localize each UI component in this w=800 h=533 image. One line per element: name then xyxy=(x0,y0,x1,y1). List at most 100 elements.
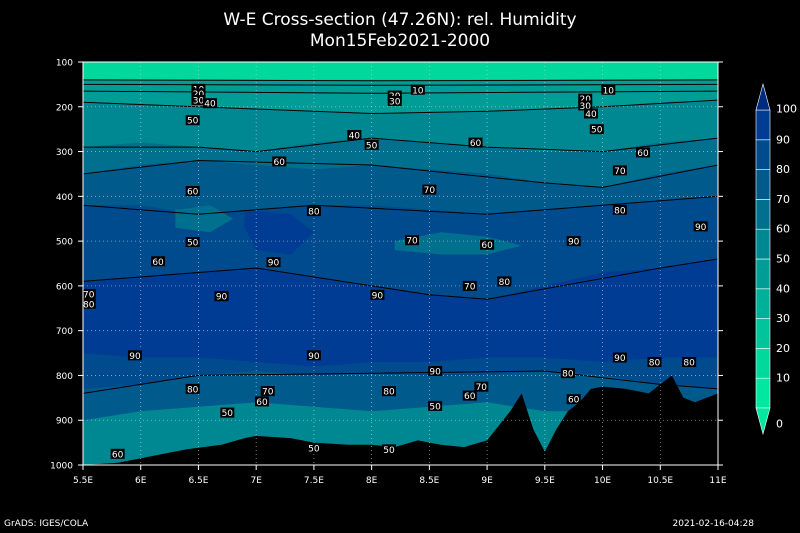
contour-label: 80 xyxy=(83,300,95,310)
contour-label-bg xyxy=(560,368,575,379)
contour-label-bg xyxy=(214,291,229,302)
contour-label: 80 xyxy=(308,208,320,218)
x-tick-label: 10E xyxy=(594,476,611,486)
contour-label: 70 xyxy=(424,186,436,196)
x-tick-label: 8E xyxy=(366,476,378,486)
colorbar-segment-0 xyxy=(755,377,771,409)
chart-subtitle: Mon15Feb2021-2000 xyxy=(309,31,491,51)
contour-label-bg xyxy=(612,352,627,363)
contour-label-bg xyxy=(578,93,593,104)
y-tick-label: 1000 xyxy=(50,462,73,472)
contour-label: 90 xyxy=(695,223,707,233)
y-tick-label: 100 xyxy=(56,59,73,69)
contour-label-bg xyxy=(480,239,495,250)
contour-label: 30 xyxy=(580,102,592,112)
contour-label-bg xyxy=(127,350,142,361)
contour-line-20-1 xyxy=(83,83,718,86)
contour-label: 60 xyxy=(152,258,164,268)
contour-label-bg xyxy=(474,381,489,392)
contour-label: 90 xyxy=(308,352,320,362)
y-tick-label: 200 xyxy=(56,103,73,113)
contour-label-bg xyxy=(387,90,402,101)
contour-label-bg xyxy=(185,185,200,196)
x-tick-label: 6.5E xyxy=(188,476,208,486)
contour-label: 80 xyxy=(649,359,661,369)
contour-label: 70 xyxy=(406,237,418,247)
contour-label-bg xyxy=(462,280,477,291)
contour-label-bg xyxy=(185,115,200,126)
contour-label: 70 xyxy=(476,383,488,393)
contour-label: 80 xyxy=(614,206,626,216)
contour-label: 70 xyxy=(262,388,274,398)
contour-label: 90 xyxy=(614,354,626,364)
contour-label-bg xyxy=(410,84,425,95)
contour-label-bg xyxy=(191,95,206,106)
contour-label: 50 xyxy=(187,239,199,249)
contour-line-90-8 xyxy=(83,258,718,300)
y-tick-label: 700 xyxy=(56,327,73,337)
colorbar-label: 80 xyxy=(776,163,790,176)
y-tick-label: 300 xyxy=(56,148,73,158)
contour-label: 60 xyxy=(481,241,493,251)
contour-label: 60 xyxy=(112,450,124,460)
contour-label-bg xyxy=(81,298,96,309)
contour-label: 90 xyxy=(568,238,580,248)
contour-label-bg xyxy=(191,88,206,99)
contour-label: 80 xyxy=(187,385,199,395)
contour-label-bg xyxy=(566,394,581,405)
contour-label: 90 xyxy=(372,291,384,301)
contour-label-bg xyxy=(151,256,166,267)
colorbar-top-arrow xyxy=(755,82,771,111)
contour-label: 50 xyxy=(187,117,199,127)
colorbar-bottom-arrow xyxy=(755,407,771,436)
contour-label-bg xyxy=(306,442,321,453)
contour-label-bg xyxy=(682,357,697,368)
colorbar-segment-40 xyxy=(755,258,771,290)
contour-label: 60 xyxy=(568,396,580,406)
contour-label: 40 xyxy=(585,110,597,120)
x-tick-label: 11E xyxy=(709,476,726,486)
contour-label: 10 xyxy=(412,86,424,96)
contour-label-bg xyxy=(381,444,396,455)
contour-label-bg xyxy=(497,276,512,287)
contour-label-bg xyxy=(405,235,420,246)
x-tick-label: 7E xyxy=(250,476,262,486)
colorbar-label: 40 xyxy=(776,282,790,295)
contour-label: 60 xyxy=(637,149,649,159)
contour-label-bg xyxy=(260,386,275,397)
terrain-mask xyxy=(83,375,718,465)
contour-label: 90 xyxy=(216,293,228,303)
contour-label: 70 xyxy=(614,167,626,177)
contour-label: 50 xyxy=(222,409,234,419)
colorbar-segment-80 xyxy=(755,139,771,170)
colorbar-label: 30 xyxy=(776,312,790,325)
contour-label: 30 xyxy=(389,97,401,107)
contour-label: 40 xyxy=(349,131,361,141)
contour-label: 70 xyxy=(464,282,476,292)
humidity-band-60-3 xyxy=(83,138,718,188)
colorbar-label: 20 xyxy=(776,342,790,355)
x-tick-label: 8.5E xyxy=(419,476,439,486)
contour-label-bg xyxy=(370,289,385,300)
x-tick-label: 9E xyxy=(481,476,493,486)
contour-label-bg xyxy=(347,129,362,140)
humidity-band-60-10 xyxy=(175,205,234,233)
y-tick-label: 500 xyxy=(56,238,73,248)
contour-label: 60 xyxy=(256,398,268,408)
contour-label-bg xyxy=(81,288,96,299)
contour-label-bg xyxy=(578,100,593,111)
contour-label-bg xyxy=(266,257,281,268)
colorbar-label: 70 xyxy=(776,193,790,206)
contour-label-bg xyxy=(584,108,598,119)
contour-label: 80 xyxy=(383,388,395,398)
contour-label-bg xyxy=(612,165,627,176)
humidity-band-90-11 xyxy=(244,209,314,255)
contour-label-bg xyxy=(272,156,287,167)
contour-label: 90 xyxy=(429,367,441,377)
humidity-band-70-4 xyxy=(83,160,718,215)
contour-label-bg xyxy=(647,357,662,368)
colorbar-segment-50 xyxy=(755,228,771,260)
x-tick-label: 10.5E xyxy=(647,476,673,486)
contour-label: 60 xyxy=(274,158,286,168)
humidity-band-10-0 xyxy=(83,62,718,81)
